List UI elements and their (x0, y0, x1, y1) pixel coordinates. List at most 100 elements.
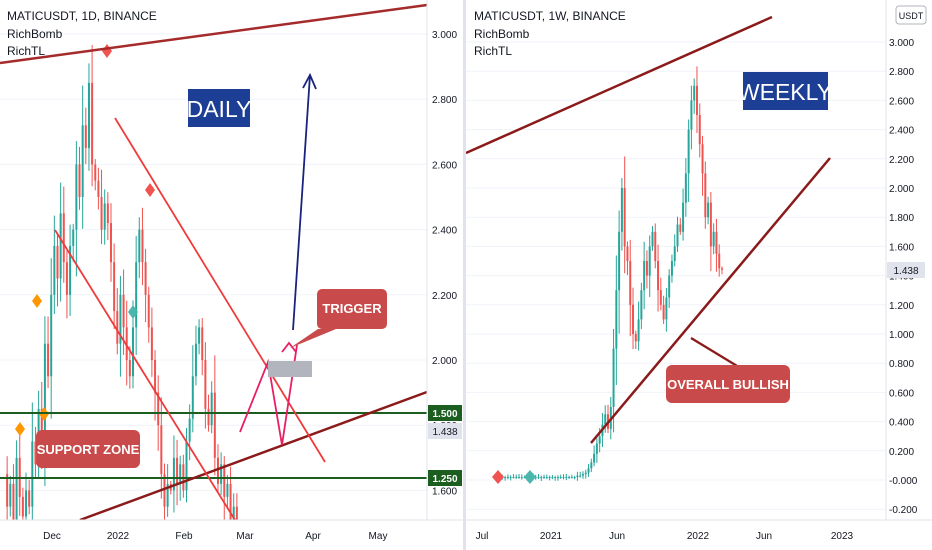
overall-bullish-callout: OVERALL BULLISH (666, 365, 790, 403)
weekly-price-tag-current (887, 262, 925, 278)
candle-body (47, 343, 50, 377)
candle-body (100, 197, 103, 230)
candle-body (147, 294, 150, 328)
right-price-axis[interactable]: USDT 3.000 2.800 2.600 2.400 2.200 2.000 1.800… (885, 0, 932, 520)
weekly-chart-panel[interactable]: WEEKLY OVERALL BULLISH MATICUSDT, 1W, BI… (466, 0, 932, 550)
y-tick-label: 2.400 (889, 126, 914, 137)
right-indicator-richbomb: RichBomb (474, 27, 530, 41)
y-tick-label: 3.000 (889, 38, 914, 49)
candle-body (645, 261, 648, 276)
candle-body (668, 275, 671, 298)
candle-body (593, 453, 596, 463)
candle-body (34, 441, 37, 465)
candle-body (229, 483, 232, 523)
candle-body (6, 474, 9, 507)
weekly-price-tag-current-text: 1.438 (893, 266, 918, 277)
candle-body (207, 408, 210, 426)
candle-body (623, 188, 626, 247)
support-zone-label-text: SUPPORT ZONE (37, 442, 140, 457)
candle-body (232, 506, 235, 523)
daily-chart-panel[interactable]: DAILY TRIGGER SUPPORT ZONE MATICUSDT, 1D… (0, 0, 463, 550)
overall-bullish-label-text: OVERALL BULLISH (667, 377, 789, 392)
candle-body (69, 245, 72, 295)
y-tick-label: 2.200 (432, 291, 457, 302)
price-tag-lower-text: 1.250 (432, 474, 457, 485)
candle-body (119, 294, 122, 344)
candle-body (213, 392, 216, 458)
candle-body (712, 231, 715, 247)
candle-body (144, 262, 147, 295)
panel-divider[interactable] (463, 0, 466, 550)
candle-body (84, 125, 87, 149)
candle-body (545, 477, 548, 479)
y-tick-label: 0.200 (889, 447, 914, 458)
left-symbol-title: MATICUSDT, 1D, BINANCE (7, 9, 157, 23)
candle-body (534, 477, 537, 479)
candle-body (573, 477, 576, 479)
left-x-tick-dec: Dec (43, 531, 61, 542)
candle-body (172, 457, 175, 491)
currency-button[interactable] (895, 5, 927, 25)
candle-body (657, 261, 660, 291)
candle-body (682, 202, 685, 232)
candle-body (568, 477, 571, 479)
candle-body (640, 290, 643, 320)
projection-arrowhead (281, 341, 297, 353)
weekly-label: WEEKLY (738, 72, 832, 110)
candle-body (204, 360, 207, 409)
candle-body (587, 468, 590, 473)
candle-body (103, 203, 106, 230)
candle-body (637, 319, 640, 342)
right-x-tick-jun-2021: Jun (609, 531, 625, 542)
candle-body (28, 490, 31, 507)
target-arrowhead (302, 72, 317, 90)
left-time-axis[interactable]: Dec 2022 Feb Mar Apr May (0, 519, 463, 550)
candle-body (179, 464, 182, 484)
candle-body (185, 441, 188, 491)
y-tick-label: 0.600 (889, 388, 914, 399)
right-indicator-richtl: RichTL (474, 44, 512, 58)
left-indicator-richbomb: RichBomb (7, 27, 63, 41)
channel-lower-line (54, 229, 236, 521)
candle-body (15, 457, 18, 523)
candle-body (210, 392, 213, 426)
right-candles (495, 66, 723, 481)
right-x-tick-jun-2022: Jun (756, 531, 772, 542)
candle-body (154, 360, 157, 393)
candle-body (157, 392, 160, 426)
candle-body (570, 477, 573, 479)
candle-body (220, 464, 223, 484)
right-y-tick-labels: 3.000 2.800 2.600 2.400 2.200 2.000 1.800 1.600… (889, 38, 918, 516)
candle-body (590, 462, 593, 469)
left-price-axis[interactable]: 3.0002.8002.6002.4002.2002.0001.8001.600… (426, 0, 463, 520)
candle-body (109, 223, 112, 263)
price-tag-current-text: 1.438 (432, 427, 457, 438)
candle-body (718, 253, 721, 269)
rich-bomb-orange-marker-3 (15, 422, 25, 436)
candle-body (643, 261, 646, 291)
weekly-red-marker (492, 470, 504, 484)
candle-body (56, 245, 59, 279)
trigger-label-text: TRIGGER (322, 301, 382, 316)
price-tag-current (428, 423, 462, 439)
candle-body (21, 496, 24, 517)
right-x-tick-jul: Jul (476, 531, 489, 542)
candle-body (632, 304, 635, 334)
candle-body (543, 477, 546, 479)
candle-body (634, 334, 637, 342)
candle-body (91, 82, 94, 165)
candle-body (595, 443, 598, 454)
right-x-tick-2022: 2022 (687, 531, 710, 542)
left-trendlines (0, 3, 428, 522)
candle-body (584, 472, 587, 475)
candle-body (556, 477, 559, 479)
candle-body (612, 348, 615, 407)
daily-label-text: DAILY (187, 96, 252, 122)
weekly-upper-line (466, 15, 773, 155)
right-time-axis[interactable]: Jul 2021 Jun 2022 Jun 2023 (466, 519, 932, 550)
left-x-tick-apr: Apr (305, 531, 321, 542)
candle-body (40, 408, 43, 442)
price-tag-lower (428, 470, 462, 486)
candle-body (53, 245, 56, 295)
left-x-tick-mar: Mar (236, 531, 254, 542)
